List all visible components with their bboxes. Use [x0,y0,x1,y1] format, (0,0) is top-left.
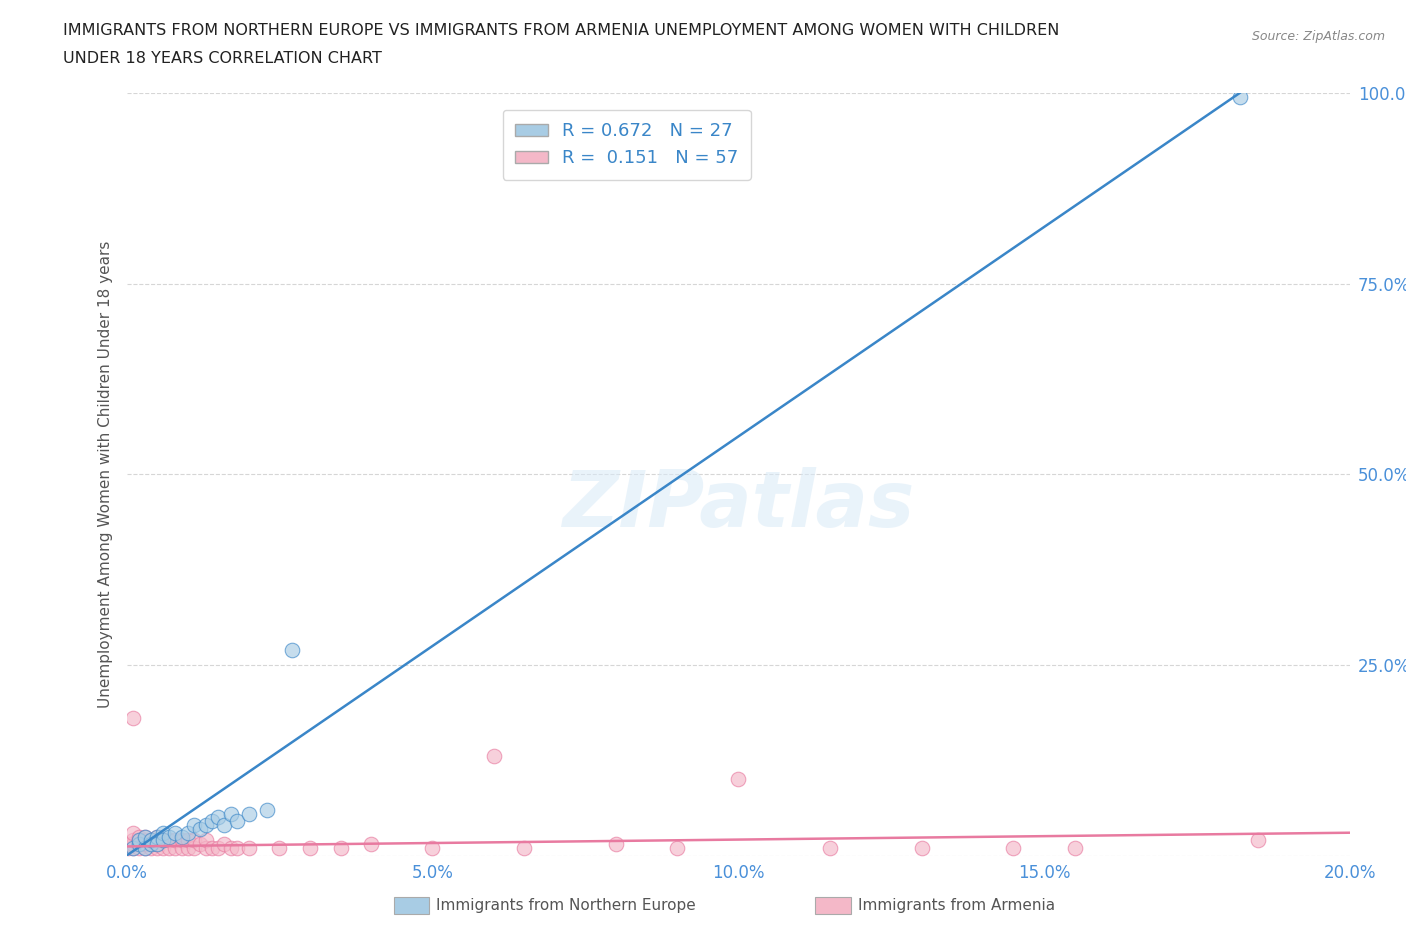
Point [128,833,150,848]
Point [146,837,169,852]
Point [134,830,156,844]
Point [238,806,260,821]
Point [225,841,247,856]
Point [329,841,352,856]
Point [727,772,749,787]
Point [1247,833,1270,848]
Point [165,825,187,840]
Point [139,833,162,848]
Text: Immigrants from Northern Europe: Immigrants from Northern Europe [436,898,696,913]
Point [1063,841,1085,856]
Point [128,841,150,856]
Y-axis label: Unemployment Among Women with Children Under 18 years: Unemployment Among Women with Children U… [97,241,112,708]
Point [513,841,536,856]
Point [183,833,205,848]
Point [139,841,162,856]
Point [482,749,505,764]
Point [911,841,934,856]
Point [299,841,322,856]
Text: Immigrants from Armenia: Immigrants from Armenia [858,898,1054,913]
Point [605,837,627,852]
Point [214,837,236,852]
Point [1229,89,1251,104]
Point [188,821,211,836]
Point [201,841,224,856]
Point [165,833,187,848]
Text: UNDER 18 YEARS CORRELATION CHART: UNDER 18 YEARS CORRELATION CHART [63,51,382,66]
Point [117,841,139,856]
Point [170,841,193,856]
Point [214,817,236,832]
Text: Source: ZipAtlas.com: Source: ZipAtlas.com [1251,30,1385,43]
Point [165,841,187,856]
Point [118,837,141,852]
Point [818,841,841,856]
Point [269,841,291,856]
Point [170,830,193,844]
Point [1002,841,1025,856]
Point [183,817,205,832]
Point [121,825,143,840]
Point [134,841,156,856]
Point [152,841,174,856]
Point [225,814,247,829]
Point [177,825,200,840]
Point [666,841,689,856]
Point [170,833,193,848]
Point [152,833,174,848]
Text: IMMIGRANTS FROM NORTHERN EUROPE VS IMMIGRANTS FROM ARMENIA UNEMPLOYMENT AMONG WO: IMMIGRANTS FROM NORTHERN EUROPE VS IMMIG… [63,23,1060,38]
Point [146,830,169,844]
Point [422,841,444,856]
Point [128,830,150,844]
Point [121,841,143,856]
Point [134,833,156,848]
Point [177,833,200,848]
Point [146,841,169,856]
Point [121,841,143,856]
Point [146,837,169,852]
Legend: R = 0.672   N = 27, R =  0.151   N = 57: R = 0.672 N = 27, R = 0.151 N = 57 [502,110,751,180]
Text: ZIPatlas: ZIPatlas [562,467,914,543]
Point [139,837,162,852]
Point [219,841,242,856]
Point [195,817,218,832]
Point [134,830,156,844]
Point [188,837,211,852]
Point [121,837,143,852]
Point [128,833,150,848]
Point [128,837,150,852]
Point [128,837,150,852]
Point [183,841,205,856]
Point [360,837,382,852]
Point [134,841,156,856]
Point [121,711,143,725]
Point [121,833,143,848]
Point [157,830,180,844]
Point [152,825,174,840]
Point [201,814,224,829]
Point [139,837,162,852]
Point [195,841,218,856]
Point [219,806,242,821]
Point [207,810,229,825]
Point [146,830,169,844]
Point [157,841,180,856]
Point [157,833,180,848]
Point [280,643,302,658]
Point [195,833,218,848]
Point [207,841,229,856]
Point [139,833,162,848]
Point [238,841,260,856]
Point [256,803,278,817]
Point [177,841,200,856]
Point [134,837,156,852]
Point [152,833,174,848]
